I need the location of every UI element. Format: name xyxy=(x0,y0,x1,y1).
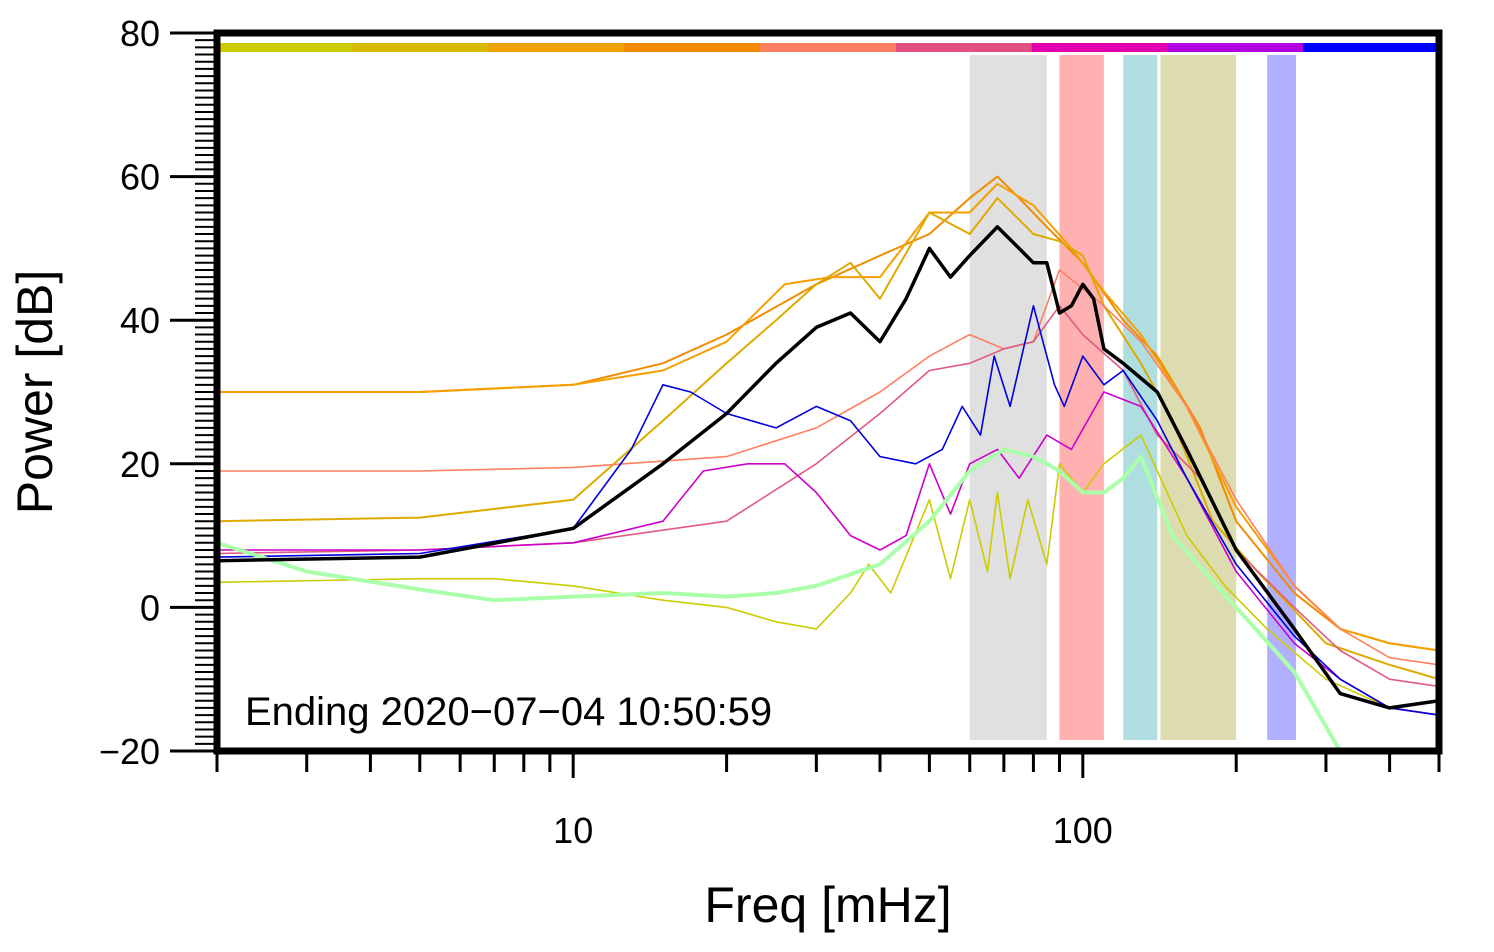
series-gold xyxy=(217,197,1439,681)
y-tick-label: 0 xyxy=(140,587,160,628)
band-3 xyxy=(1123,55,1158,740)
series-orange-1 xyxy=(217,175,1439,652)
series-rose xyxy=(217,304,1439,688)
band-5 xyxy=(1267,55,1296,740)
y-tick-label: 40 xyxy=(120,300,160,341)
series-black-mean xyxy=(217,225,1439,710)
x-tick-label: 10 xyxy=(553,810,593,851)
series-salmon xyxy=(217,269,1439,666)
color-bar-segment-6 xyxy=(895,43,1033,52)
y-tick-label: 60 xyxy=(120,157,160,198)
spectrum-series xyxy=(217,175,1439,753)
series-blue xyxy=(217,304,1439,716)
y-axis-title: Power [dB] xyxy=(7,270,63,515)
top-color-bar xyxy=(217,43,1440,52)
color-bar-segment-7 xyxy=(1031,43,1168,52)
color-bar-segment-4 xyxy=(624,43,761,52)
y-tick-label: 20 xyxy=(120,444,160,485)
series-olive xyxy=(217,434,1439,716)
x-tick-label: 100 xyxy=(1053,810,1113,851)
color-bar-segment-9 xyxy=(1303,43,1440,52)
y-tick-label: −20 xyxy=(99,731,160,772)
color-bar-segment-1 xyxy=(217,43,354,52)
y-axis: −20 0 20 40 60 80 xyxy=(99,13,217,772)
frequency-bands xyxy=(969,55,1296,740)
band-1 xyxy=(969,55,1047,740)
color-bar-segment-2 xyxy=(352,43,490,52)
band-2 xyxy=(1059,55,1104,740)
x-axis-title: Freq [mHz] xyxy=(704,877,951,933)
series-orange-2 xyxy=(217,182,1439,652)
series-light-green xyxy=(217,447,1343,753)
y-tick-label: 80 xyxy=(120,13,160,54)
color-bar-segment-5 xyxy=(760,43,897,52)
series-magenta xyxy=(217,391,1439,716)
color-bar-segment-8 xyxy=(1167,43,1304,52)
band-4 xyxy=(1160,55,1237,740)
ending-timestamp: Ending 2020−07−04 10:50:59 xyxy=(245,690,772,734)
color-bar-segment-3 xyxy=(488,43,625,52)
x-axis: 10 100 xyxy=(215,751,1441,851)
